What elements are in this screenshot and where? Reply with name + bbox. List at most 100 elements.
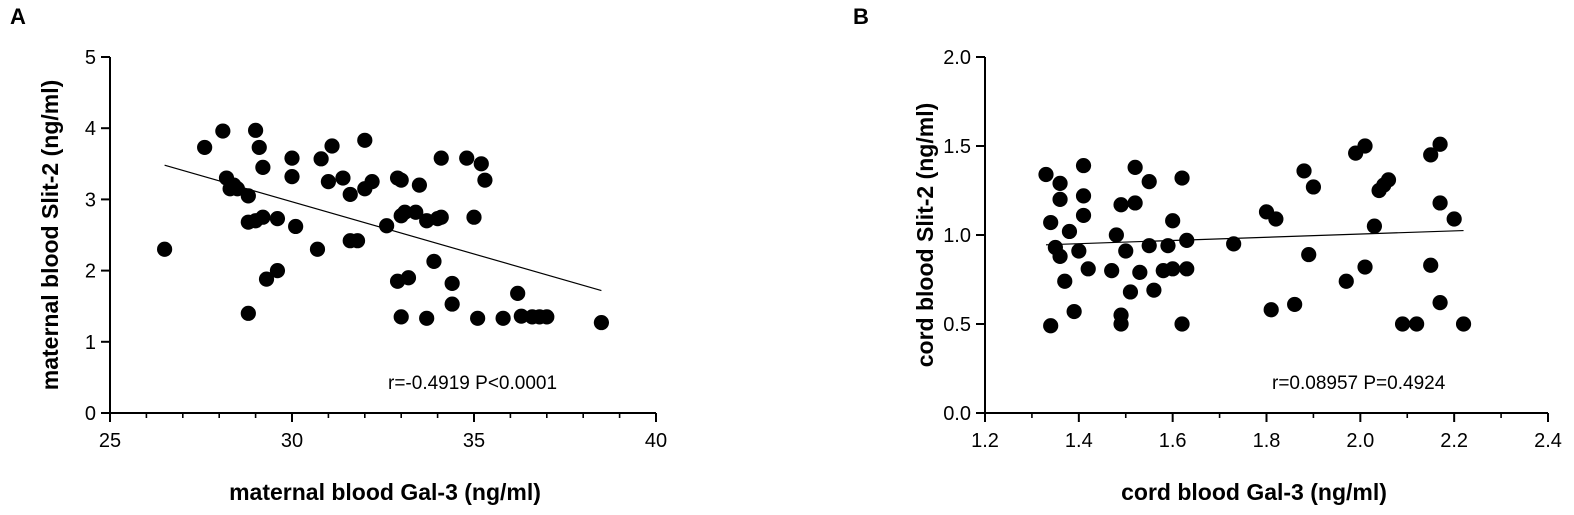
panel-a-data-point (379, 218, 395, 234)
panel-a-x-tick-label: 25 (99, 430, 121, 452)
panel-a-data-point (400, 270, 417, 286)
panel-a-data-point (320, 174, 336, 190)
panel-a-x-tick-label: 40 (645, 430, 667, 452)
panel-b-data-point (1179, 261, 1195, 277)
panel-a-data-point (419, 310, 435, 326)
panel-a-data-point (284, 150, 300, 166)
panel-b-data-point (1127, 159, 1143, 175)
panel-b-data-point (1357, 259, 1373, 275)
panel-b-data-point (1432, 295, 1448, 311)
panel-b-x-tick-label: 1.4 (1065, 430, 1093, 452)
panel-b-data-point (1446, 211, 1462, 227)
panel-b-data-point (1075, 188, 1092, 204)
panel-a-data-point (393, 172, 409, 188)
panel-b-data-point (1080, 261, 1096, 277)
panel-a-data-point (215, 123, 231, 139)
panel-b-x-tick-label: 1.8 (1253, 430, 1281, 452)
panel-b-data-point (1455, 316, 1472, 332)
panel-a-data-point (357, 132, 373, 148)
panel-a-y-axis-title: maternal blood Slit-2 (ng/ml) (37, 80, 63, 391)
panel-a-data-point (309, 241, 326, 257)
panel-a-data-point (197, 139, 213, 156)
panel-a-data-point (593, 314, 610, 331)
panel-a-data-point (342, 186, 358, 203)
panel-a-label: A (10, 4, 26, 29)
panel-a-data-point (269, 263, 286, 279)
panel-b-data-point (1160, 238, 1176, 254)
panel-a-data-point (444, 296, 460, 312)
panel-b-data-point (1380, 172, 1397, 188)
panel-a-data-point (255, 159, 271, 175)
panel-b-data-point (1432, 136, 1448, 152)
panel-a-y-tick-label: 0 (85, 403, 96, 425)
panel-b-data-point (1113, 316, 1129, 332)
panel-a-y-tick-label: 3 (85, 189, 96, 211)
panel-b-data-point (1052, 191, 1068, 207)
panel-a-data-point (433, 209, 449, 225)
panel-b-data-point (1043, 318, 1059, 334)
panel-b-data-point (1174, 316, 1190, 332)
panel-b-x-axis-title: cord blood Gal-3 (ng/ml) (1121, 479, 1387, 505)
panel-b-data-point (1423, 147, 1439, 163)
panel-b-data-point (1118, 243, 1134, 259)
panel-a-data-point (258, 271, 275, 287)
panel-b-data-point (1296, 163, 1312, 179)
panel-b-data-point (1061, 223, 1078, 240)
panel-a-data-point (510, 285, 526, 301)
panel-b-data-point (1338, 273, 1354, 289)
panel-b-data-point (1052, 175, 1068, 191)
panel-b-data-point (1226, 236, 1242, 252)
panel-a-correlation-annotation: r=-0.4919 P<0.0001 (388, 373, 557, 394)
panel-b-data-point (1357, 138, 1373, 154)
panel-b-y-axis-title: cord blood Slit-2 (ng/ml) (912, 103, 938, 367)
panel-b-y-tick-label: 2.0 (943, 47, 971, 69)
panel-b-cord-scatter: B cord blood Slit-2 (ng/ml) cord blood G… (853, 4, 1562, 505)
panel-a-data-point (466, 209, 482, 225)
panel-b-data-point (1075, 207, 1092, 224)
panel-b-data-point (1122, 284, 1139, 300)
panel-a-data-point (229, 181, 245, 197)
panel-b-data-point (1165, 213, 1181, 229)
panel-a-data-point (408, 204, 424, 220)
panel-a-maternal-scatter: A maternal blood Slit-2 (ng/ml) maternal… (10, 4, 667, 505)
panel-a-y-tick-label: 1 (85, 332, 96, 354)
panel-b-regression-line (1045, 229, 1464, 246)
panel-b-data-point (1165, 261, 1181, 277)
panel-b-data-point (1423, 257, 1439, 273)
panel-a-data-point (313, 151, 329, 167)
panel-a-data-point (251, 139, 267, 156)
panel-b-data-point (1127, 195, 1143, 211)
panel-b-x-tick-label: 2.2 (1440, 430, 1468, 452)
panel-a-data-point (284, 169, 300, 185)
panel-b-data-point (1146, 282, 1162, 298)
panel-a-data-point (470, 310, 486, 326)
panel-b-y-tick-label: 0.5 (943, 314, 971, 336)
panel-b-data-point (1066, 303, 1082, 320)
panel-b-data-point (1287, 296, 1303, 313)
panel-b-data-point (1409, 316, 1425, 332)
panel-b-x-tick-label: 2.4 (1534, 430, 1562, 452)
panel-b-data-point (1268, 211, 1284, 227)
panel-a-x-tick-label: 35 (463, 430, 485, 452)
panel-a-data-point (269, 211, 286, 227)
panel-b-data-point (1038, 166, 1054, 183)
panel-a-y-tick-label: 4 (85, 118, 96, 140)
panel-a-data-point (444, 275, 460, 292)
panel-a-data-point (393, 309, 409, 325)
panel-a-data-point (426, 253, 442, 269)
panel-b-data-point (1141, 174, 1157, 190)
panel-a-y-tick-label: 2 (85, 261, 96, 283)
panel-b-data-point (1052, 248, 1068, 264)
panel-a-data-point (364, 174, 380, 190)
panel-b-label: B (853, 4, 869, 29)
panel-a-data-point (473, 156, 489, 172)
panel-a-data-point (513, 308, 529, 324)
panel-a-x-tick-label: 30 (281, 430, 303, 452)
panel-b-x-tick-label: 2.0 (1346, 430, 1374, 452)
panel-b-correlation-annotation: r=0.08957 P=0.4924 (1272, 373, 1446, 394)
panel-a-data-point (411, 177, 427, 193)
panel-b-y-tick-label: 1.5 (943, 136, 971, 158)
panel-a-data-point (477, 172, 493, 188)
panel-b-x-tick-label: 1.2 (971, 430, 999, 452)
